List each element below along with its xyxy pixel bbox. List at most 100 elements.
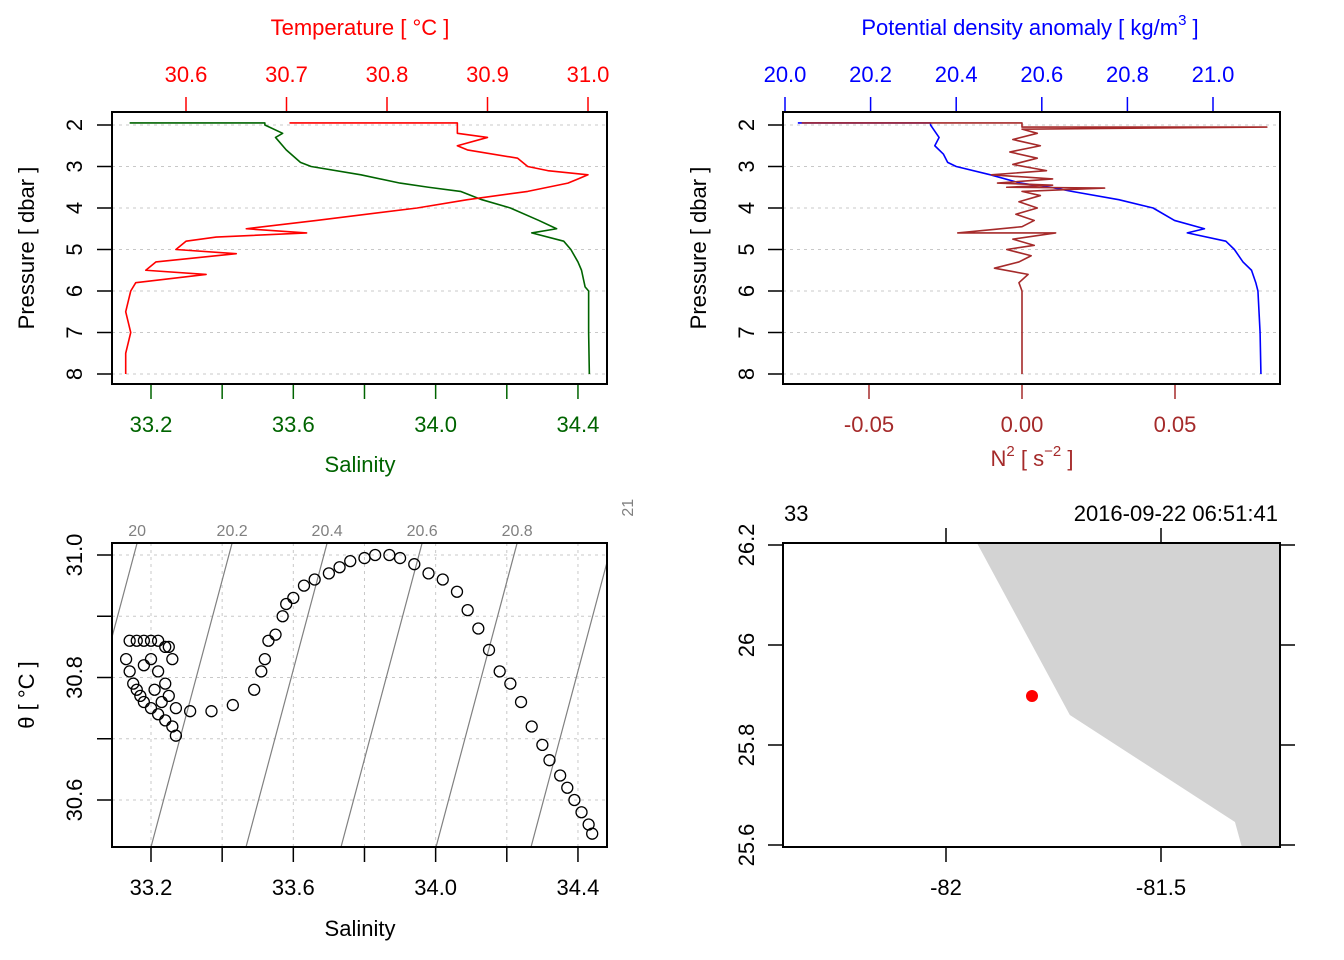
lon-tick-label: -81.5: [1136, 875, 1186, 900]
ts-point: [151, 708, 165, 721]
coastline-land: [976, 543, 1280, 847]
station-marker: [1026, 690, 1038, 702]
y-tick-label: 30.8: [62, 656, 87, 699]
panel-station-map: [768, 528, 1295, 862]
ts-point: [568, 793, 581, 807]
density-tick-label: 20.0: [764, 62, 807, 87]
isopycnal-line: [340, 543, 423, 847]
isopycnal-label: 20.4: [312, 523, 343, 540]
ts-point: [159, 677, 172, 690]
isopycnal-label: 20.8: [502, 523, 533, 540]
ts-point: [166, 652, 179, 666]
ts-point: [504, 677, 517, 690]
y-tick-label: 5: [62, 243, 87, 255]
y-tick-label: 4: [62, 202, 87, 214]
station-label: 33: [784, 501, 808, 526]
ts-point: [561, 781, 574, 794]
ts-point: [130, 634, 143, 647]
ts-point: [226, 698, 239, 712]
n2-title-units-superscript: −2: [1044, 443, 1061, 460]
lat-tick-label: 25.8: [734, 724, 759, 767]
lon-tick-label: -82: [930, 875, 962, 900]
ts-point: [248, 683, 261, 696]
density-axis-title: Potential density anomaly [ kg/m3 ]: [861, 12, 1198, 40]
density-title-superscript: 3: [1178, 12, 1186, 29]
salinity-tick-label: 33.6: [272, 412, 315, 437]
isopycnal-lines: [112, 543, 607, 847]
temperature-profile-line: [124, 122, 589, 374]
ts-point: [205, 705, 218, 718]
lat-tick-label: 26: [734, 633, 759, 657]
isopycnal-line: [245, 543, 328, 847]
density-tick-label: 20.2: [849, 62, 892, 87]
x-tick-label: 33.6: [272, 875, 315, 900]
ts-point: [130, 683, 143, 696]
isopycnal-label: 20: [128, 523, 146, 540]
ts-point: [408, 558, 421, 571]
plot-frame: [782, 542, 1281, 848]
n2-title-end: ]: [1061, 446, 1073, 471]
theta-axis-title: θ [ °C ]: [14, 661, 39, 728]
ts-point: [123, 665, 136, 678]
ts-point: [169, 701, 183, 715]
y-tick-label: 31.0: [62, 534, 87, 577]
isopycnal-label: 20.6: [407, 523, 438, 540]
ts-point: [148, 683, 161, 696]
ts-point: [144, 634, 158, 647]
temperature-tick-label: 30.6: [165, 62, 208, 87]
y-tick-label: 2: [62, 119, 87, 131]
n2-tick-label: 0.00: [1001, 412, 1044, 437]
y-tick-label: 6: [62, 285, 87, 297]
n2-profile-line: [801, 122, 1268, 374]
ts-point: [575, 806, 588, 819]
salinity-tick-label: 33.2: [130, 412, 173, 437]
ts-point: [151, 634, 165, 647]
ts-point: [162, 689, 175, 703]
ts-point: [137, 634, 151, 647]
ts-point: [262, 634, 275, 647]
datetime-label: 2016-09-22 06:51:41: [1074, 501, 1278, 526]
ts-point: [525, 720, 538, 733]
density-tick-label: 21.0: [1192, 62, 1235, 87]
ts-point: [155, 695, 168, 709]
ts-point: [543, 754, 556, 767]
density-title-text: Potential density anomaly [ kg/m: [861, 15, 1178, 40]
ts-point: [450, 585, 464, 598]
ts-point: [119, 652, 133, 666]
n2-tick-label: 0.05: [1154, 412, 1197, 437]
salinity-tick-label: 34.0: [414, 412, 457, 437]
x-tick-label: 33.2: [130, 875, 173, 900]
n2-tick-label: -0.05: [844, 412, 894, 437]
ts-point: [369, 548, 382, 562]
ts-point: [461, 603, 474, 617]
isopycnal-label: 21: [620, 499, 637, 517]
isopycnal-label: 20.2: [217, 523, 248, 540]
density-tick-label: 20.4: [935, 62, 978, 87]
ts-point: [344, 554, 357, 568]
y-tick-label: 2: [734, 119, 759, 131]
ts-point: [159, 714, 172, 727]
y-tick-label: 30.6: [62, 779, 87, 822]
ts-point: [422, 567, 435, 580]
ts-point: [159, 640, 172, 654]
ts-point: [493, 665, 506, 678]
density-title-end: ]: [1186, 15, 1198, 40]
isopycnal-line: [150, 543, 233, 847]
x-tick-label: 34.0: [414, 875, 457, 900]
ts-point: [169, 729, 183, 742]
plot-frame: [111, 111, 608, 385]
temperature-tick-label: 30.9: [466, 62, 509, 87]
y-tick-label: 8: [734, 368, 759, 380]
y-tick-label: 6: [734, 285, 759, 297]
isopycnal-line: [530, 559, 607, 847]
lat-tick-label: 26.2: [734, 524, 759, 567]
ts-point: [322, 567, 336, 580]
temperature-tick-label: 30.7: [265, 62, 308, 87]
ts-point: [297, 579, 311, 592]
ts-point: [393, 551, 407, 565]
pressure-axis-title: Pressure [ dbar ]: [686, 167, 711, 330]
n2-title-superscript: 2: [1006, 443, 1014, 460]
ts-point: [144, 652, 158, 666]
y-tick-label: 3: [62, 160, 87, 172]
